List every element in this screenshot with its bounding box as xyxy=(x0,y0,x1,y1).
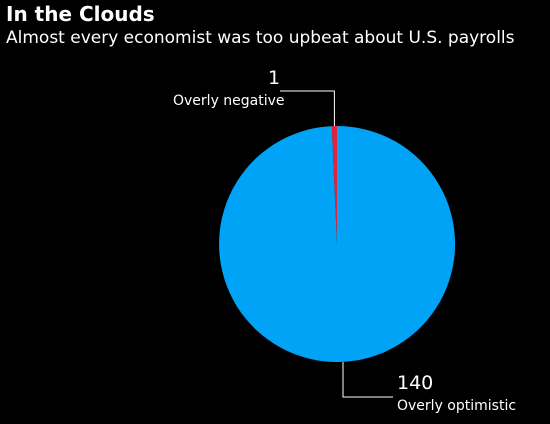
pie-slice-overly-negative xyxy=(331,126,337,244)
slice-value-overly-negative: 1 xyxy=(268,67,281,89)
chart-title: In the Clouds xyxy=(6,2,155,26)
leader-line-overly-optimistic xyxy=(342,362,393,398)
leader-line-overly-negative xyxy=(280,90,335,126)
pie-slice-overly-optimistic xyxy=(219,125,456,362)
slice-label-overly-negative: Overly negative xyxy=(173,93,285,109)
pie-slices xyxy=(219,125,456,362)
slice-value-overly-optimistic: 140 xyxy=(397,372,434,394)
slice-label-overly-optimistic: Overly optimistic xyxy=(397,398,517,414)
leader-lines xyxy=(280,90,393,398)
chart-subtitle: Almost every economist was too upbeat ab… xyxy=(6,28,515,48)
